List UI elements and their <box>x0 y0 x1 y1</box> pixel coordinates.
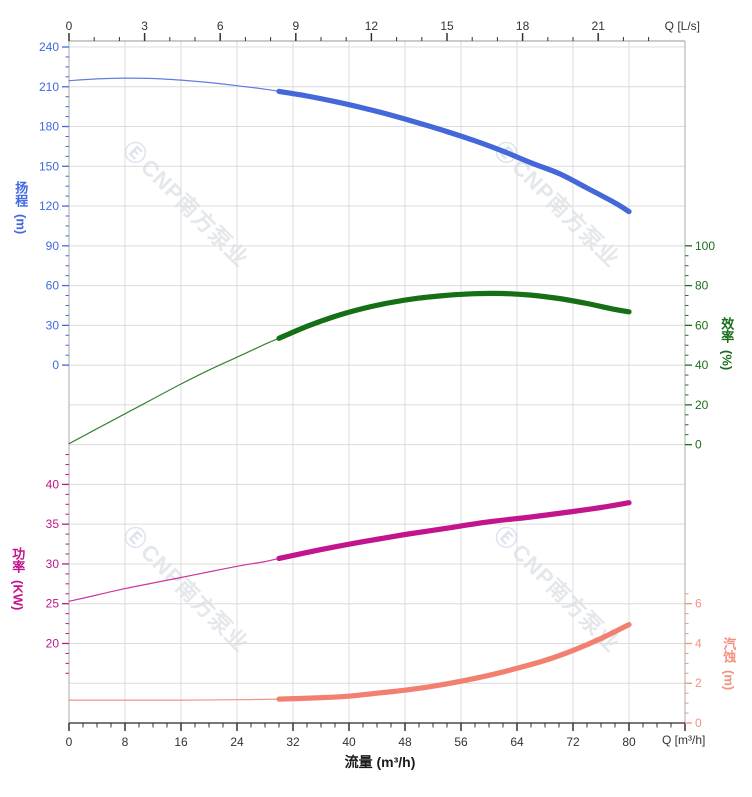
tick-label: 12 <box>365 19 379 33</box>
power-axis: 40 35 30 25 20 <box>46 454 69 674</box>
plot-frame <box>68 40 686 724</box>
tick-label: 30 <box>46 557 60 571</box>
efficiency-axis: 100 80 60 40 20 0 <box>685 239 715 452</box>
tick-label: 24 <box>230 735 244 749</box>
tick-label: 9 <box>292 19 299 33</box>
npsh-axis-title-text: 汽蚀 <box>721 637 737 663</box>
tick-label: 32 <box>286 735 300 749</box>
head-curve-thick <box>276 88 632 215</box>
tick-label: 240 <box>39 40 59 54</box>
top-axis: 0 3 6 9 12 15 18 21 <box>66 19 650 41</box>
tick-label: 40 <box>342 735 356 749</box>
tick-label: 0 <box>66 19 73 33</box>
efficiency-curve-thin <box>68 337 280 445</box>
tick-label: 180 <box>39 120 59 134</box>
tick-label: 80 <box>622 735 636 749</box>
efficiency-curve <box>68 290 632 445</box>
bottom-axis-unit-label: Q [m³/h] <box>662 733 706 747</box>
head-axis-unit: (m) <box>13 214 29 235</box>
head-curve-thin <box>68 77 280 92</box>
tick-label: 6 <box>217 19 224 33</box>
flow-axis-title: 流量 (m³/h) <box>344 754 416 770</box>
tick-label: 48 <box>398 735 412 749</box>
tick-label: 80 <box>695 279 709 293</box>
tick-label: 4 <box>695 636 702 650</box>
npsh-axis-unit: (m) <box>721 670 737 691</box>
tick-label: 0 <box>695 716 702 730</box>
top-axis-unit-label: Q [L/s] <box>664 19 700 33</box>
tick-label: 60 <box>46 279 60 293</box>
tick-label: 35 <box>46 517 60 531</box>
tick-label: 0 <box>695 438 702 452</box>
npsh-curve <box>68 622 632 702</box>
tick-label: 16 <box>174 735 188 749</box>
tick-label: 21 <box>592 19 606 33</box>
power-curve-thick <box>276 500 632 561</box>
tick-label: 72 <box>566 735 580 749</box>
npsh-curve-thick <box>276 622 632 702</box>
efficiency-curve-thick <box>276 290 632 341</box>
head-axis: 240 210 180 150 120 90 60 30 0 <box>39 40 69 372</box>
power-axis-unit: (KW) <box>10 580 26 611</box>
head-curve <box>68 77 632 215</box>
efficiency-axis-title: 效率 (%) <box>719 317 735 371</box>
npsh-curve-thin <box>68 698 280 701</box>
tick-label: 8 <box>122 735 129 749</box>
power-curve-thin <box>68 557 280 602</box>
tick-label: 150 <box>39 159 59 173</box>
head-axis-title: 扬程 (m) <box>13 181 29 235</box>
tick-label: 40 <box>695 358 709 372</box>
tick-label: 20 <box>695 398 709 412</box>
tick-label: 20 <box>46 636 60 650</box>
tick-label: 0 <box>66 735 73 749</box>
efficiency-axis-unit: (%) <box>719 350 735 371</box>
power-axis-title-text: 功率 <box>10 547 26 573</box>
tick-label: 56 <box>454 735 468 749</box>
tick-label: 100 <box>695 239 715 253</box>
tick-label: 25 <box>46 597 60 611</box>
tick-label: 120 <box>39 199 59 213</box>
grid <box>68 41 686 724</box>
tick-label: 18 <box>516 19 530 33</box>
power-axis-title: 功率 (KW) <box>10 547 26 611</box>
head-axis-title-text: 扬程 <box>13 181 29 207</box>
tick-label: 2 <box>695 676 702 690</box>
tick-label: 40 <box>46 477 60 491</box>
tick-label: 15 <box>440 19 454 33</box>
npsh-axis-title: 汽蚀 (m) <box>721 637 737 691</box>
tick-label: 64 <box>510 735 524 749</box>
tick-label: 90 <box>46 239 60 253</box>
bottom-axis: 0 8 16 24 32 40 48 56 64 72 80 <box>66 723 686 749</box>
npsh-axis: 6 4 2 0 <box>685 593 702 730</box>
tick-label: 30 <box>46 318 60 332</box>
tick-label: 60 <box>695 318 709 332</box>
tick-label: 210 <box>39 80 59 94</box>
tick-label: 0 <box>52 358 59 372</box>
power-curve <box>68 500 632 602</box>
efficiency-axis-title-text: 效率 <box>719 317 735 343</box>
tick-label: 6 <box>695 597 702 611</box>
tick-label: 3 <box>141 19 148 33</box>
